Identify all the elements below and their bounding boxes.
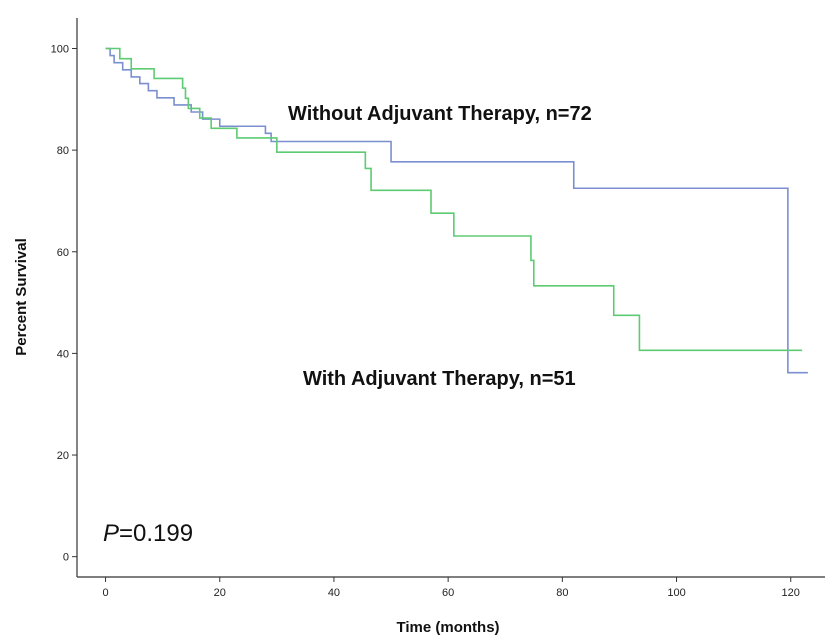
y-tick-label-100: 100 [51, 43, 69, 55]
series-line-with-adjuvant-therapy [105, 47, 803, 352]
p-value: =0.199 [119, 520, 193, 547]
y-tick-label-60: 60 [57, 247, 69, 259]
with-therapy-label: With Adjuvant Therapy, n=51 [303, 368, 576, 390]
ticks: 0 20 40 60 80 100 0 20 40 60 80 100 120 [51, 43, 800, 599]
p-symbol: P [103, 520, 119, 547]
x-tick-label-60: 60 [442, 587, 454, 599]
x-tick-label-0: 0 [102, 587, 108, 599]
x-axis-title: Time (months) [396, 619, 499, 636]
survival-curves [105, 47, 808, 374]
y-tick-label-20: 20 [57, 450, 69, 462]
p-value-annotation: P=0.199 [103, 520, 193, 547]
axes [76, 18, 825, 578]
y-axis-title: Percent Survival [13, 238, 30, 356]
y-tick-label-80: 80 [57, 145, 69, 157]
x-tick-label-40: 40 [328, 587, 340, 599]
x-tick-label-100: 100 [667, 587, 685, 599]
y-tick-label-40: 40 [57, 348, 69, 360]
series-line-without-adjuvant-therapy [105, 47, 808, 374]
x-tick-label-20: 20 [214, 587, 226, 599]
x-tick-label-80: 80 [556, 587, 568, 599]
y-tick-label-0: 0 [63, 552, 69, 564]
without-therapy-label: Without Adjuvant Therapy, n=72 [288, 103, 592, 125]
x-tick-label-120: 120 [782, 587, 800, 599]
